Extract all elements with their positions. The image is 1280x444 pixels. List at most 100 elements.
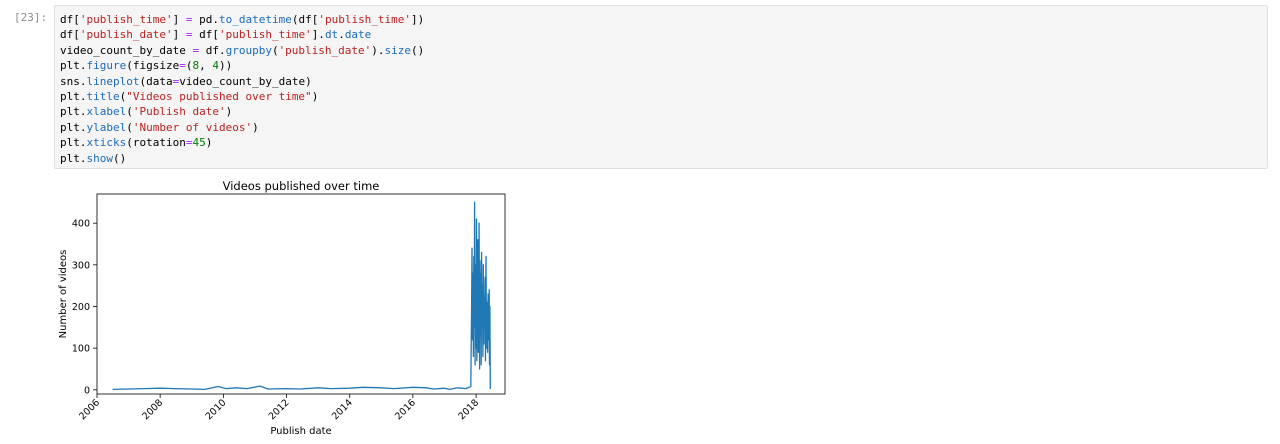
code-token: 'publish_time' bbox=[79, 13, 173, 26]
code-token: () bbox=[113, 151, 127, 165]
x-tick-label: 2018 bbox=[456, 397, 481, 422]
code-token: lineplot bbox=[86, 74, 140, 88]
code-token: (rotation bbox=[126, 136, 186, 150]
series-line bbox=[112, 201, 491, 391]
x-tick-label: 2016 bbox=[393, 397, 418, 422]
y-tick-label: 200 bbox=[72, 302, 90, 313]
code-token: figure bbox=[86, 59, 127, 73]
code-token: = bbox=[172, 74, 180, 88]
code-line: plt.title("Videos published over time") bbox=[60, 89, 424, 104]
code-token: 'publish_time' bbox=[318, 13, 412, 26]
code-line: plt.show() bbox=[60, 151, 424, 166]
plot-area bbox=[96, 193, 506, 395]
code-line: plt.xlabel('Publish date') bbox=[60, 104, 424, 119]
cell-prompt: [23]: bbox=[14, 11, 48, 24]
code-token: pd. bbox=[192, 13, 219, 26]
code-token: ) bbox=[252, 120, 259, 134]
code-token: xlabel bbox=[86, 105, 127, 119]
code-token: 45 bbox=[192, 136, 206, 150]
code-token: (figsize bbox=[126, 59, 180, 73]
chart-title: Videos published over time bbox=[223, 179, 380, 193]
code-token: 'Publish date' bbox=[132, 105, 226, 119]
code-cell-editor[interactable]: df['publish_time'] = pd.to_datetime(df['… bbox=[54, 5, 1268, 169]
code-token: (data bbox=[139, 74, 173, 88]
code-token: ) bbox=[205, 136, 213, 150]
code-token: ] bbox=[172, 28, 186, 42]
code-token: 'publish_date' bbox=[278, 43, 372, 57]
code-token: () bbox=[411, 43, 425, 57]
y-axis-label: Number of videos bbox=[58, 250, 69, 339]
code-token: 'publish_time' bbox=[218, 28, 312, 42]
code-token: plt. bbox=[60, 136, 87, 150]
y-tick-label: 300 bbox=[72, 260, 90, 271]
code-token: ). bbox=[371, 43, 385, 57]
code-token: xticks bbox=[86, 136, 127, 150]
code-token: ] bbox=[172, 13, 186, 26]
code-token: ) bbox=[311, 89, 319, 103]
x-tick-label: 2014 bbox=[330, 397, 355, 422]
code-token: ]) bbox=[411, 13, 425, 26]
code-token: video_count_by_date bbox=[60, 43, 193, 57]
code-token: "Videos published over time" bbox=[126, 89, 312, 103]
code-line: video_count_by_date = df.groupby('publis… bbox=[60, 43, 424, 58]
code-line: sns.lineplot(data=video_count_by_date) bbox=[60, 74, 424, 89]
code-token: date bbox=[344, 28, 372, 42]
code-token: = bbox=[185, 28, 193, 42]
code-token: show bbox=[86, 151, 114, 165]
code-token: ) bbox=[225, 105, 233, 119]
x-tick-label: 2008 bbox=[140, 397, 165, 422]
y-axis: 0 100 200 300 400 bbox=[72, 219, 97, 396]
code-token: plt. bbox=[60, 89, 87, 103]
code-token: ( bbox=[126, 120, 133, 134]
code-line: df['publish_date'] = df['publish_time'].… bbox=[60, 27, 424, 42]
code-token: 4 bbox=[212, 59, 219, 73]
x-tick-label: 2012 bbox=[267, 397, 292, 422]
y-tick-label: 100 bbox=[72, 344, 90, 355]
code-token: 'publish_date' bbox=[79, 28, 173, 42]
code-line: df['publish_time'] = pd.to_datetime(df['… bbox=[60, 12, 424, 27]
code-line: plt.ylabel('Number of videos') bbox=[60, 120, 424, 135]
code-token: plt. bbox=[60, 151, 87, 165]
code-token: . bbox=[338, 28, 345, 42]
code-token: df. bbox=[199, 43, 226, 57]
code-token: plt. bbox=[60, 105, 87, 119]
code-token: sns. bbox=[60, 74, 87, 88]
code-token: video_count_by_date) bbox=[179, 74, 312, 88]
code-token: plt. bbox=[60, 59, 87, 73]
code-token: 8 bbox=[192, 59, 200, 73]
code-line: plt.figure(figsize=(8, 4)) bbox=[60, 58, 424, 73]
code-token: = bbox=[179, 59, 186, 73]
x-axis-label: Publish date bbox=[270, 426, 331, 437]
code-token: )) bbox=[218, 59, 233, 73]
code-token: df[ bbox=[60, 13, 80, 26]
code-token: , bbox=[199, 59, 213, 73]
code-token: ( bbox=[271, 43, 279, 57]
code-token: df[ bbox=[60, 28, 80, 42]
code-token: ( bbox=[185, 59, 193, 73]
x-tick-label: 2010 bbox=[204, 397, 229, 422]
y-tick-label: 400 bbox=[72, 219, 90, 230]
y-tick-label: 0 bbox=[84, 385, 90, 396]
code-token: size bbox=[384, 43, 412, 57]
code-token: 'Number of videos' bbox=[132, 120, 253, 134]
code-token: dt bbox=[324, 28, 339, 42]
code-token: df[ bbox=[192, 28, 219, 42]
code-block[interactable]: df['publish_time'] = pd.to_datetime(df['… bbox=[60, 12, 424, 166]
code-token: ylabel bbox=[86, 120, 127, 134]
x-tick-label: 2006 bbox=[77, 397, 102, 422]
code-token: ( bbox=[126, 105, 133, 119]
code-token: groupby bbox=[225, 43, 272, 57]
cell-output: 0 100 200 300 400 2006 2008 2010 2012 2014 2016 20… bbox=[54, 172, 524, 444]
code-token: to_datetime bbox=[218, 13, 292, 26]
code-token: ]. bbox=[311, 28, 325, 42]
code-token: ( bbox=[119, 89, 127, 103]
code-token: (df[ bbox=[291, 13, 319, 26]
code-line: plt.xticks(rotation=45) bbox=[60, 135, 424, 150]
code-token: title bbox=[86, 89, 120, 103]
code-token: = bbox=[185, 136, 193, 150]
code-token: plt. bbox=[60, 120, 87, 134]
code-token: = bbox=[192, 43, 200, 57]
x-axis: 2006 2008 2010 2012 2014 2016 2018 bbox=[77, 394, 481, 422]
code-token: = bbox=[185, 13, 193, 26]
